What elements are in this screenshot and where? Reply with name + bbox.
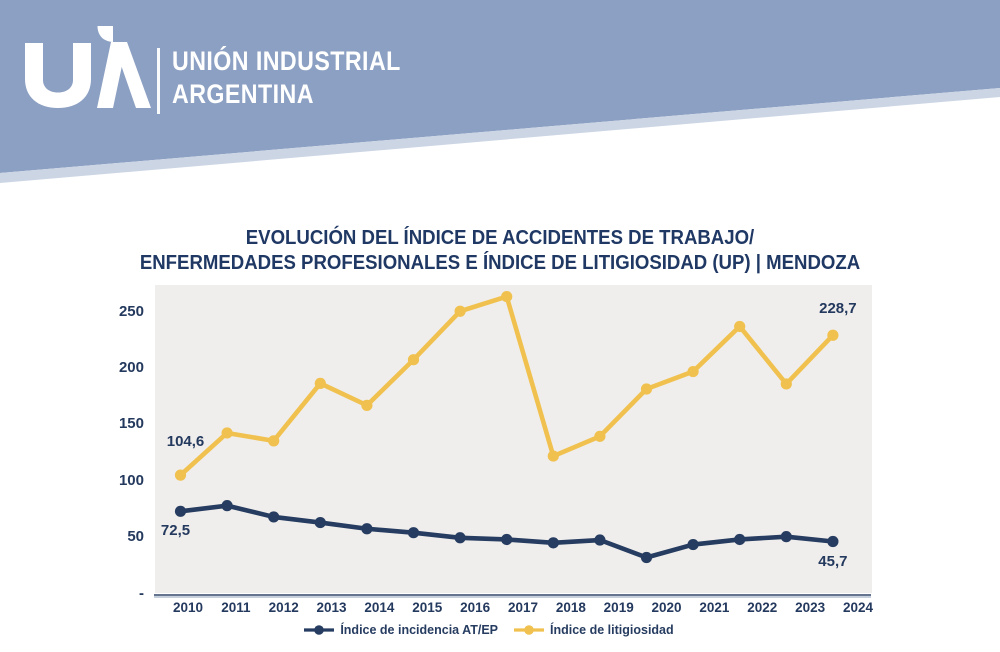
org-name: UNIÓN INDUSTRIAL ARGENTINA	[172, 45, 401, 111]
data-point-label: 104,6	[166, 433, 205, 451]
data-point	[407, 527, 420, 539]
legend-marker-icon	[304, 625, 335, 635]
x-axis-label: 2018	[555, 600, 586, 615]
data-point	[640, 383, 653, 395]
data-point	[640, 551, 653, 564]
data-point	[780, 531, 792, 543]
x-axis-label: 2010	[172, 600, 204, 615]
x-axis-label: 2023	[795, 600, 826, 615]
x-axis-label: 2016	[460, 600, 491, 615]
x-axis-label: 2024	[842, 600, 873, 615]
data-point	[501, 533, 513, 546]
data-point	[687, 365, 699, 378]
org-name-line2: ARGENTINA	[172, 79, 314, 109]
y-axis-label: 200	[118, 359, 144, 377]
chart-legend: Índice de incidencia AT/EP Índice de liti…	[0, 620, 978, 640]
logo-divider	[157, 48, 160, 114]
data-point	[454, 532, 466, 544]
data-point	[734, 533, 746, 546]
y-axis-label: 250	[118, 302, 144, 320]
data-point	[174, 469, 187, 481]
data-point	[734, 320, 746, 333]
data-point	[687, 538, 699, 551]
data-point-label: 45,7	[818, 553, 848, 571]
x-axis-label: 2013	[316, 600, 347, 615]
x-axis-label: 2011	[221, 600, 251, 615]
data-point	[454, 305, 466, 317]
data-point	[780, 378, 792, 390]
x-axis-label: 2015	[412, 600, 443, 615]
x-axis-line	[154, 594, 871, 596]
x-axis-label: 2014	[364, 600, 395, 615]
chart-title: EVOLUCIÓN DEL ÍNDICE DE ACCIDENTES DE TR…	[91, 226, 909, 276]
legend-item: Índice de incidencia AT/EP	[304, 623, 498, 637]
data-point-label: 72,5	[160, 522, 191, 540]
data-point	[314, 516, 326, 529]
x-axis-label: 2012	[268, 600, 299, 615]
data-point	[174, 505, 187, 517]
chart-title-line1: EVOLUCIÓN DEL ÍNDICE DE ACCIDENTES DE TR…	[245, 227, 755, 249]
chart-canvas	[174, 290, 839, 564]
data-point	[221, 500, 233, 512]
x-axis-label: 2021	[699, 600, 730, 615]
data-point	[361, 523, 373, 535]
y-axis-label: 150	[118, 415, 144, 433]
data-point	[547, 450, 559, 462]
data-point	[361, 399, 373, 411]
y-axis-label: -	[139, 584, 144, 602]
x-axis-label: 2017	[507, 600, 538, 615]
data-point	[594, 534, 606, 546]
data-point-label: 228,7	[819, 300, 857, 318]
uia-logo-icon	[25, 26, 151, 108]
data-point	[827, 535, 839, 548]
data-point	[268, 435, 280, 447]
data-point	[594, 430, 606, 442]
data-point	[268, 511, 280, 523]
y-axis-label: 100	[118, 471, 144, 489]
data-point	[314, 377, 326, 389]
data-point	[501, 290, 513, 303]
data-point	[827, 329, 839, 341]
x-axis-label: 2019	[603, 600, 634, 615]
data-point	[221, 427, 233, 439]
chart-title-line2: ENFERMEDADES PROFESIONALES E ÍNDICE DE L…	[139, 252, 861, 274]
x-axis-label: 2022	[747, 600, 778, 615]
legend-label: Índice de incidencia AT/EP	[340, 623, 499, 637]
series-line-0	[178, 503, 836, 560]
org-name-line1: UNIÓN INDUSTRIAL	[172, 46, 401, 76]
legend-label: Índice de litigiosidad	[550, 623, 674, 637]
data-point	[407, 354, 420, 366]
data-point	[547, 537, 559, 549]
legend-marker-icon	[514, 625, 545, 635]
legend-item: Índice de litigiosidad	[514, 623, 674, 637]
x-axis-label: 2020	[651, 600, 682, 615]
y-axis-label: 50	[127, 528, 144, 546]
